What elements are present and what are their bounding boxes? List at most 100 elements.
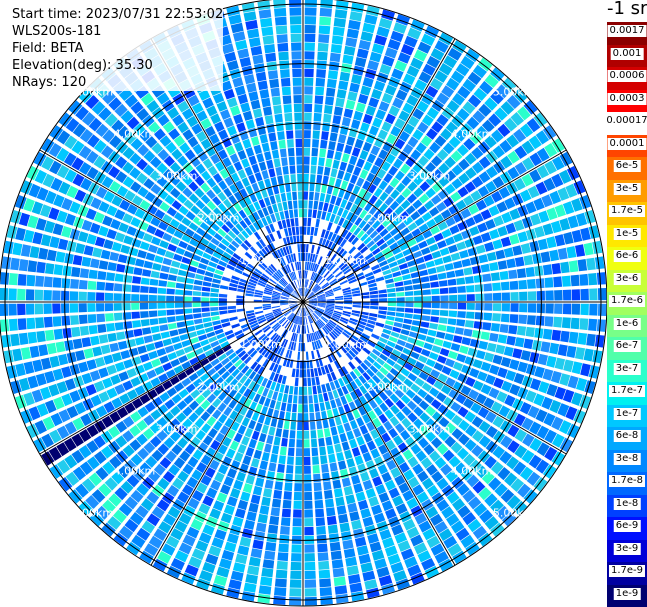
radar-gate [402,490,415,502]
radar-gate [293,209,298,218]
radar-gate [434,457,447,469]
radar-gate [117,125,131,139]
radar-gate [325,335,332,344]
radar-gate [330,371,337,381]
radar-gate [390,30,404,43]
radar-gate [337,170,345,180]
radar-gate [212,278,221,284]
radar-gate [80,413,93,427]
radar-gate [139,353,150,363]
radar-gate [146,513,160,527]
radar-gate [223,326,232,332]
radar-gate [370,305,379,310]
radar-gate [423,342,433,351]
radar-gate [316,330,322,339]
radar-gate [332,351,339,360]
radar-gate [379,302,388,306]
radar-gate [206,266,216,273]
radar-gate [489,332,499,342]
radar-gate [267,70,279,80]
radar-gate [119,393,131,405]
radar-gate [176,193,188,204]
radar-gate [264,287,273,292]
radar-gate [235,223,244,232]
radar-gate [252,539,264,550]
radar-gate [240,275,250,281]
radar-gate [551,329,561,341]
radar-gate [295,271,298,280]
radar-gate [169,431,181,442]
radar-gate [196,329,206,336]
radar-gate [359,199,368,209]
radar-gate [130,138,143,151]
radar-gate [186,244,196,253]
radar-gate [396,297,405,302]
radar-gate [109,135,122,149]
radar-gate [287,284,294,291]
radar-gate [274,260,281,269]
radar-gate [315,275,322,283]
radar-gate [385,320,394,326]
radar-gate [506,134,520,148]
radar-gate [552,433,565,448]
radar-gate [449,224,460,235]
radar-gate [273,373,279,382]
radar-gate [304,130,311,139]
radar-gate [308,304,317,308]
radar-gate [298,325,301,334]
radar-gate [325,294,334,297]
radar-gate [237,233,246,242]
radar-gate [239,57,252,68]
radar-gate [196,367,206,377]
radar-gate [372,374,381,384]
radar-gate [272,185,280,195]
radar-gate [233,432,243,443]
radar-gate [335,300,344,302]
radar-gate [104,292,114,301]
radar-gate [271,344,278,352]
radar-gate [117,340,128,350]
radar-gate [290,304,298,309]
radar-gate [167,316,176,323]
radar-gate [311,147,319,157]
radar-gate [366,368,375,378]
radar-gate [464,276,474,284]
radar-gate [571,198,583,212]
radar-gate [430,281,439,288]
radar-gate [370,164,380,175]
radar-gate [186,476,199,489]
radar-gate [278,337,285,346]
radar-gate [354,196,362,206]
radar-gate [308,299,318,302]
radar-gate [179,263,189,271]
radar-gate [160,265,170,273]
radar-gate [366,323,375,329]
radar-gate [421,382,432,392]
radar-gate [327,231,334,241]
radar-gate [491,401,503,414]
radar-gate [52,368,64,381]
radar-gate [277,42,289,52]
radar-gate [297,288,301,297]
radar-gate [294,333,298,342]
radar-gate [282,201,288,211]
radar-gate [196,482,208,494]
radar-gate [526,471,541,486]
radar-gate [160,331,170,339]
radar-gate [333,576,346,587]
radar-gate [367,378,377,388]
radar-gate [346,565,359,576]
radar-gate [363,191,373,201]
radar-gate [98,391,110,403]
radar-gate [248,37,261,48]
colorbar-tick-label: 3e-9 [613,542,641,555]
radar-gate [362,22,376,34]
radar-gate [296,307,301,315]
radar-gate [465,376,476,387]
radar-gate [398,110,410,122]
radar-gate [343,297,353,300]
radar-gate [338,134,347,144]
radar-gate [288,302,297,304]
radar-gate [437,272,447,280]
radar-gate [272,334,279,342]
